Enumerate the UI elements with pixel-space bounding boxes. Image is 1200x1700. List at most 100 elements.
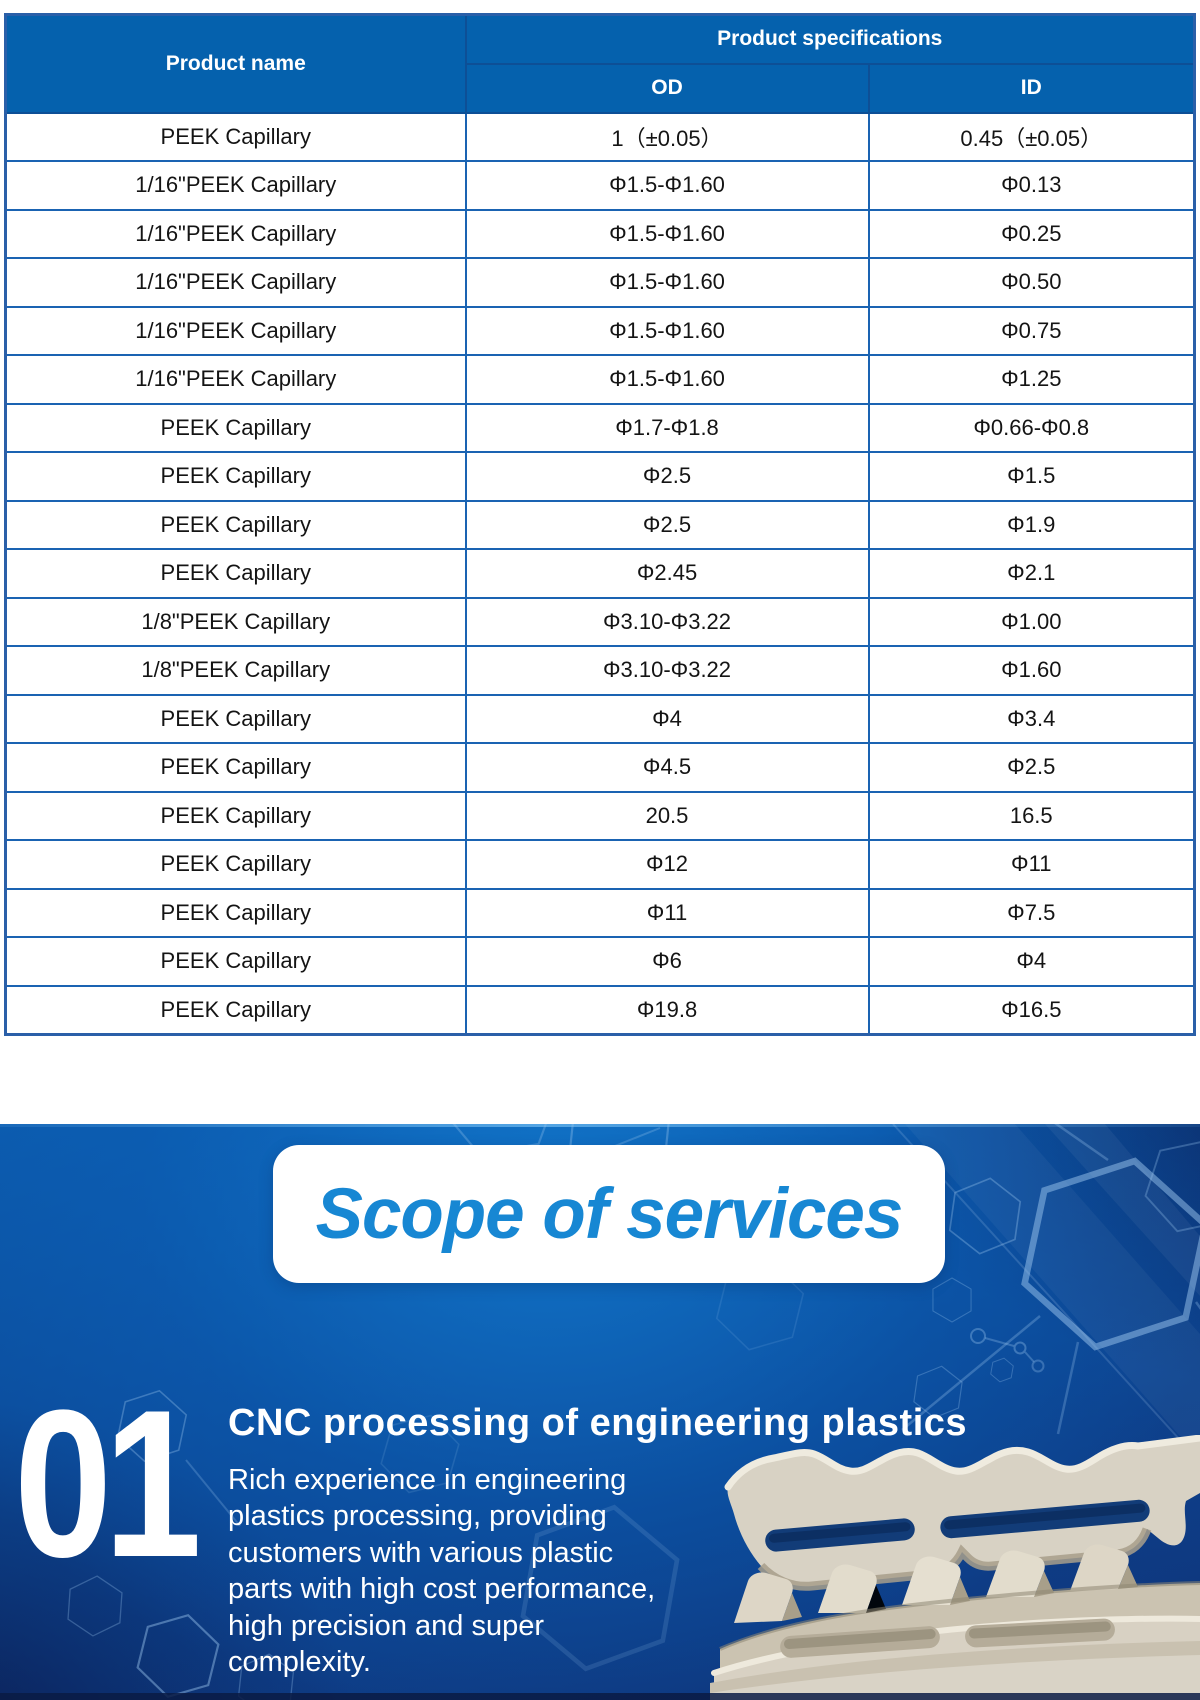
cell-od: Φ4.5 [464, 742, 870, 793]
cell-id: Φ0.75 [867, 305, 1196, 356]
header-product-specifications: Product specifications [464, 13, 1196, 65]
cell-product-name: 1/16"PEEK Capillary [4, 354, 467, 405]
table-row: PEEK Capillary Φ12 Φ11 [4, 839, 1196, 890]
cell-id: Φ2.1 [867, 548, 1196, 599]
cell-product-name: PEEK Capillary [4, 936, 467, 987]
cell-product-name: PEEK Capillary [4, 451, 467, 502]
product-spec-table: Product name Product specifications OD I… [4, 13, 1196, 1036]
cell-product-name: PEEK Capillary [4, 402, 467, 453]
service-item-description: Rich experience in engineering plastics … [228, 1462, 655, 1680]
scope-of-services-title: Scope of services [315, 1174, 904, 1254]
cell-id: Φ0.13 [867, 160, 1196, 211]
streak-shape [905, 1124, 1200, 1459]
table-row: PEEK Capillary Φ4.5 Φ2.5 [4, 742, 1196, 793]
table-row: PEEK Capillary Φ2.45 Φ2.1 [4, 548, 1196, 599]
streak-shape [1045, 1124, 1200, 1296]
cell-product-name: 1/16"PEEK Capillary [4, 257, 467, 308]
cell-id: 0.45（±0.05） [867, 111, 1196, 162]
cell-id: Φ2.5 [867, 742, 1196, 793]
table-row: PEEK Capillary Φ19.8 Φ16.5 [4, 984, 1196, 1035]
cell-od: Φ1.7-Φ1.8 [464, 402, 870, 453]
desc-line: high precision and super [228, 1609, 544, 1642]
cell-id: Φ0.25 [867, 208, 1196, 259]
desc-line: customers with various plastic [228, 1536, 614, 1569]
header-od: OD [464, 62, 870, 114]
cell-id: Φ1.25 [867, 354, 1196, 405]
cell-id: Φ1.60 [867, 645, 1196, 696]
table-row: PEEK Capillary Φ2.5 Φ1.5 [4, 451, 1196, 502]
cell-product-name: PEEK Capillary [4, 790, 467, 841]
cell-od: Φ2.5 [464, 451, 870, 502]
cell-od: Φ2.45 [464, 548, 870, 599]
table-row: PEEK Capillary 1（±0.05） 0.45（±0.05） [4, 111, 1196, 162]
cell-od: Φ4 [464, 693, 870, 744]
cell-od: Φ1.5-Φ1.60 [464, 305, 870, 356]
desc-line: complexity. [228, 1646, 371, 1679]
table-row: 1/16"PEEK Capillary Φ1.5-Φ1.60 Φ0.50 [4, 257, 1196, 308]
cell-od: 20.5 [464, 790, 870, 841]
cell-id: Φ1.00 [867, 596, 1196, 647]
cnc-part-image [710, 1435, 1200, 1700]
cell-product-name: PEEK Capillary [4, 111, 467, 162]
bottom-dark-strip [0, 1693, 1200, 1700]
table-row: 1/8"PEEK Capillary Φ3.10-Φ3.22 Φ1.00 [4, 596, 1196, 647]
cell-product-name: 1/8"PEEK Capillary [4, 645, 467, 696]
header-id: ID [867, 62, 1196, 114]
desc-line: Rich experience in engineering [228, 1464, 627, 1496]
cell-od: Φ2.5 [464, 499, 870, 550]
table-row: 1/16"PEEK Capillary Φ1.5-Φ1.60 Φ0.13 [4, 160, 1196, 211]
cell-od: Φ6 [464, 936, 870, 987]
table-row: 1/16"PEEK Capillary Φ1.5-Φ1.60 Φ0.75 [4, 305, 1196, 356]
table-row: PEEK Capillary Φ1.7-Φ1.8 Φ0.66-Φ0.8 [4, 402, 1196, 453]
cell-id: Φ16.5 [867, 984, 1196, 1035]
table-row: 1/16"PEEK Capillary Φ1.5-Φ1.60 Φ0.25 [4, 208, 1196, 259]
table-row: PEEK Capillary Φ11 Φ7.5 [4, 887, 1196, 938]
cell-product-name: PEEK Capillary [4, 499, 467, 550]
cell-od: Φ12 [464, 839, 870, 890]
cell-product-name: PEEK Capillary [4, 693, 467, 744]
cell-id: Φ1.5 [867, 451, 1196, 502]
cell-od: Φ1.5-Φ1.60 [464, 160, 870, 211]
services-section: Scope of services 01 CNC processing of e… [0, 1124, 1200, 1700]
cell-id: Φ7.5 [867, 887, 1196, 938]
table-row: 1/8"PEEK Capillary Φ3.10-Φ3.22 Φ1.60 [4, 645, 1196, 696]
table-row: PEEK Capillary Φ6 Φ4 [4, 936, 1196, 987]
cell-od: 1（±0.05） [464, 111, 870, 162]
cell-od: Φ1.5-Φ1.60 [464, 208, 870, 259]
service-item-number: 01 [14, 1366, 202, 1601]
cell-id: Φ0.66-Φ0.8 [867, 402, 1196, 453]
cell-od: Φ11 [464, 887, 870, 938]
table-row: PEEK Capillary Φ2.5 Φ1.9 [4, 499, 1196, 550]
cell-product-name: PEEK Capillary [4, 887, 467, 938]
cell-id: 16.5 [867, 790, 1196, 841]
cell-id: Φ4 [867, 936, 1196, 987]
cell-id: Φ0.50 [867, 257, 1196, 308]
cell-od: Φ3.10-Φ3.22 [464, 645, 870, 696]
cell-id: Φ1.9 [867, 499, 1196, 550]
table-header: Product name Product specifications OD I… [4, 13, 1196, 114]
cell-product-name: 1/16"PEEK Capillary [4, 305, 467, 356]
cell-product-name: 1/16"PEEK Capillary [4, 160, 467, 211]
cell-od: Φ1.5-Φ1.60 [464, 354, 870, 405]
cell-product-name: PEEK Capillary [4, 984, 467, 1035]
table-row: 1/16"PEEK Capillary Φ1.5-Φ1.60 Φ1.25 [4, 354, 1196, 405]
cell-od: Φ1.5-Φ1.60 [464, 257, 870, 308]
cell-od: Φ3.10-Φ3.22 [464, 596, 870, 647]
table-body: PEEK Capillary 1（±0.05） 0.45（±0.05） 1/16… [4, 111, 1196, 1035]
table-row: PEEK Capillary Φ4 Φ3.4 [4, 693, 1196, 744]
table-row: PEEK Capillary 20.5 16.5 [4, 790, 1196, 841]
header-product-name: Product name [4, 13, 467, 114]
cell-od: Φ19.8 [464, 984, 870, 1035]
cell-product-name: PEEK Capillary [4, 839, 467, 890]
cell-product-name: 1/16"PEEK Capillary [4, 208, 467, 259]
service-item-title: CNC processing of engineering plastics [228, 1402, 968, 1444]
desc-line: parts with high cost performance, [228, 1573, 656, 1606]
cell-id: Φ11 [867, 839, 1196, 890]
cell-id: Φ3.4 [867, 693, 1196, 744]
scope-of-services-box: Scope of services [273, 1145, 945, 1283]
desc-line: plastics processing, providing [228, 1500, 607, 1533]
cell-product-name: 1/8"PEEK Capillary [4, 596, 467, 647]
cell-product-name: PEEK Capillary [4, 742, 467, 793]
cell-product-name: PEEK Capillary [4, 548, 467, 599]
